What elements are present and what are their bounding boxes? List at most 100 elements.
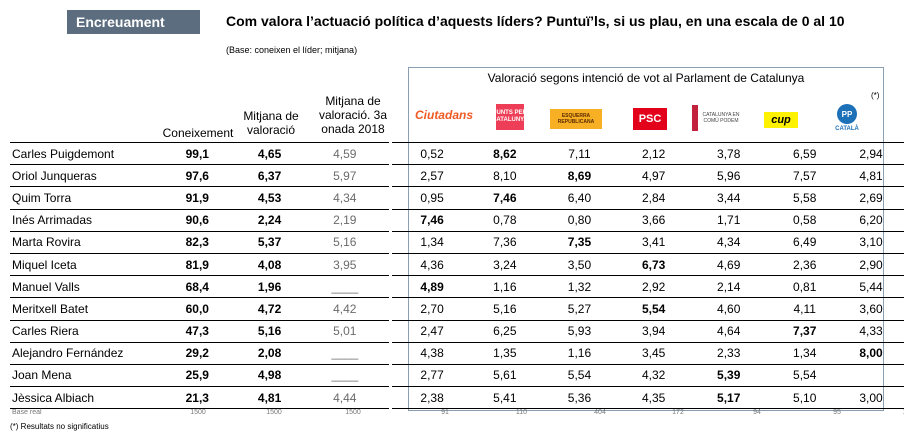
party-score-cell: 2,12 <box>621 141 687 165</box>
party-score-cell: 7,11 <box>537 141 622 165</box>
party-score-cell: 5,61 <box>471 363 538 387</box>
leader-name: Inés Arrimadas <box>10 208 157 232</box>
party-vote-title: Valoració segons intenció de vot al Parl… <box>487 71 805 85</box>
leader-name: Manuel Valls <box>10 275 157 298</box>
party-score-cell: 5,16 <box>471 297 538 320</box>
mitjana-cell: 4,65 <box>238 141 302 165</box>
leaders-table: Carles Puigdemont 99,1 4,65 4,59 0,52 8,62 7,1… <box>10 141 904 410</box>
mitjana-prev-cell: 4,59 <box>301 141 389 165</box>
leader-name: Carles Puigdemont <box>10 141 157 165</box>
junts-logo: JUNTS PER CATALUNYA <box>492 104 528 130</box>
table-row: Joan Mena 25,9 4,98 ____ 2,77 5,61 5,54 4,32 5,3… <box>10 363 904 387</box>
party-score-cell: 6,59 <box>771 141 839 165</box>
mitjana-cell: 4,98 <box>238 363 302 387</box>
party-score-cell: 8,69 <box>537 164 622 187</box>
mitjana-prev-cell: 5,01 <box>301 319 389 343</box>
party-score-cell: 4,69 <box>686 252 772 276</box>
leader-name: Oriol Junqueras <box>10 164 157 187</box>
party-score-cell: 4,89 <box>392 275 472 298</box>
party-score-cell: 3,10 <box>838 230 904 254</box>
pp-logo-sub: CATALÀ <box>835 126 859 132</box>
party-score-cell: 3,50 <box>537 252 622 276</box>
page-title: Com valora l’actuació política d’aquests… <box>226 13 845 29</box>
party-score-cell: 3,94 <box>621 319 687 343</box>
coneixement-cell: 90,6 <box>156 208 239 232</box>
cup-logo: cup <box>764 112 798 128</box>
base-value: 1500 <box>266 409 282 416</box>
party-score-cell: 0,80 <box>537 208 622 232</box>
party-score-cell: 2,69 <box>838 186 904 210</box>
mitjana-prev-cell: 3,95 <box>301 252 389 276</box>
mitjana-cell: 2,24 <box>238 208 302 232</box>
party-score-cell: 5,58 <box>771 186 839 210</box>
mitjana-prev-cell: 5,16 <box>301 230 389 254</box>
leader-name: Marta Rovira <box>10 230 157 254</box>
party-score-cell: 4,97 <box>621 164 687 187</box>
base-value: 94 <box>753 409 761 416</box>
leader-name: Carles Riera <box>10 319 157 343</box>
leader-name: Quim Torra <box>10 186 157 210</box>
party-score-cell: 4,64 <box>686 319 772 343</box>
coneixement-cell: 97,6 <box>156 164 239 187</box>
party-score-cell: 2,77 <box>392 363 472 387</box>
party-score-cell: 2,57 <box>392 164 472 187</box>
party-score-cell: 5,10 <box>771 386 839 410</box>
party-score-cell: 5,17 <box>686 386 772 410</box>
comu-podem-logo: CATALUNYA EN COMÚ PODEM <box>692 105 742 131</box>
party-score-cell: 4,32 <box>621 363 687 387</box>
party-score-cell: 6,40 <box>537 186 622 210</box>
party-score-cell: 5,96 <box>686 164 772 187</box>
mitjana-prev-cell: ____ <box>301 275 389 298</box>
party-score-cell: 0,58 <box>771 208 839 232</box>
coneixement-cell: 81,9 <box>156 252 239 276</box>
party-score-cell: 3,44 <box>686 186 772 210</box>
party-score-cell: 1,71 <box>686 208 772 232</box>
base-value: Base real <box>12 409 42 416</box>
mitjana-prev-cell: 4,34 <box>301 186 389 210</box>
mitjana-cell: 1,96 <box>238 275 302 298</box>
party-score-cell: 2,90 <box>838 252 904 276</box>
base-value: 95 <box>833 409 841 416</box>
party-score-cell: 0,95 <box>392 186 472 210</box>
table-row: Meritxell Batet 60,0 4,72 4,42 2,70 5,16 5,27 5… <box>10 297 904 320</box>
mitjana-cell: 4,53 <box>238 186 302 210</box>
party-score-cell: 3,66 <box>621 208 687 232</box>
mitjana-prev-cell: 4,42 <box>301 297 389 320</box>
party-score-cell: 2,33 <box>686 341 772 365</box>
leader-name: Joan Mena <box>10 363 157 387</box>
party-score-cell: 3,41 <box>621 230 687 254</box>
erc-logo: ESQUERRA REPUBLICANA <box>550 109 602 129</box>
section-tag: Encreuament <box>67 10 200 34</box>
party-score-cell: 1,35 <box>471 341 538 365</box>
party-score-cell: 1,34 <box>771 341 839 365</box>
party-score-cell: 2,94 <box>838 141 904 165</box>
mitjana-cell: 4,81 <box>238 386 302 410</box>
header-coneixement: Coneixement <box>162 126 234 140</box>
party-score-cell: 2,70 <box>392 297 472 320</box>
table-row: Quim Torra 91,9 4,53 4,34 0,95 7,46 6,40 2,84 3,… <box>10 186 904 210</box>
mitjana-cell: 4,72 <box>238 297 302 320</box>
table-row: Carles Riera 47,3 5,16 5,01 2,47 6,25 5,93 3,94… <box>10 319 904 343</box>
party-score-cell: 0,78 <box>471 208 538 232</box>
mitjana-cell: 5,16 <box>238 319 302 343</box>
party-score-cell: 7,37 <box>771 319 839 343</box>
party-score-cell: 4,35 <box>621 386 687 410</box>
party-score-cell: 7,35 <box>537 230 622 254</box>
base-value: 1500 <box>190 409 206 416</box>
party-score-cell: 4,33 <box>838 319 904 343</box>
party-score-cell: 5,36 <box>537 386 622 410</box>
party-score-cell: 6,73 <box>621 252 687 276</box>
pp-logo: PP <box>837 104 857 124</box>
table-row: Miquel Iceta 81,9 4,08 3,95 4,36 3,24 3,50 6,73… <box>10 252 904 276</box>
party-score-cell: 2,84 <box>621 186 687 210</box>
coneixement-cell: 91,9 <box>156 186 239 210</box>
header-mitjana: Mitjana de valoració <box>243 109 299 137</box>
coneixement-cell: 29,2 <box>156 341 239 365</box>
party-score-cell: 3,45 <box>621 341 687 365</box>
table-row: Carles Puigdemont 99,1 4,65 4,59 0,52 8,62 7,1… <box>10 141 904 165</box>
coneixement-cell: 25,9 <box>156 363 239 387</box>
party-score-cell: 4,36 <box>392 252 472 276</box>
header-mitjana-prev: Mitjana de valoració. 3a onada 2018 <box>318 94 388 136</box>
party-score-cell: 2,14 <box>686 275 772 298</box>
party-score-cell: 5,54 <box>537 363 622 387</box>
